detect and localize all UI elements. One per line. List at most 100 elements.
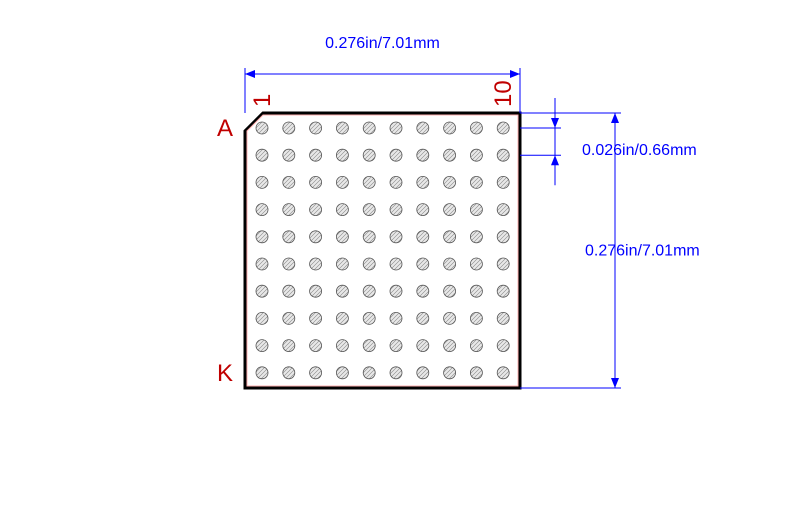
ball <box>310 258 322 270</box>
ball <box>283 204 295 216</box>
ball <box>336 149 348 161</box>
col-label-10: 10 <box>490 80 517 107</box>
ball <box>444 176 456 188</box>
ball <box>417 285 429 297</box>
ball <box>336 285 348 297</box>
ball <box>310 285 322 297</box>
ball <box>417 312 429 324</box>
ball <box>283 176 295 188</box>
ball <box>470 340 482 352</box>
ball <box>363 231 375 243</box>
ball <box>283 312 295 324</box>
ball <box>310 231 322 243</box>
ball <box>444 122 456 134</box>
ball <box>256 258 268 270</box>
ball <box>390 285 402 297</box>
ball <box>390 258 402 270</box>
ball <box>390 149 402 161</box>
row-labels: AK <box>217 115 233 387</box>
ball <box>283 231 295 243</box>
ball <box>363 312 375 324</box>
ball <box>444 231 456 243</box>
ball <box>470 149 482 161</box>
ball <box>390 340 402 352</box>
ball <box>444 149 456 161</box>
ball <box>283 258 295 270</box>
ball <box>256 367 268 379</box>
ball <box>497 312 509 324</box>
ball <box>336 367 348 379</box>
ball <box>363 176 375 188</box>
ball <box>310 122 322 134</box>
ball <box>283 149 295 161</box>
ball <box>497 231 509 243</box>
ball <box>363 258 375 270</box>
ball <box>444 367 456 379</box>
ball <box>417 258 429 270</box>
ball <box>283 367 295 379</box>
col-labels: 110 <box>249 80 517 107</box>
ball <box>256 312 268 324</box>
ball <box>310 149 322 161</box>
ball <box>444 340 456 352</box>
ball <box>336 340 348 352</box>
ball <box>444 312 456 324</box>
ball <box>363 340 375 352</box>
ball <box>283 340 295 352</box>
ball <box>470 312 482 324</box>
ball <box>363 285 375 297</box>
ball <box>283 122 295 134</box>
drawing-stage: AK 110 0.276in/7.01mm0.276in/7.01mm0.026… <box>0 0 800 511</box>
ball <box>444 258 456 270</box>
ball <box>444 204 456 216</box>
row-label-k: K <box>217 360 233 387</box>
dim-width-label: 0.276in/7.01mm <box>325 35 440 52</box>
ball <box>310 367 322 379</box>
ball <box>310 340 322 352</box>
ball <box>336 204 348 216</box>
ball <box>336 231 348 243</box>
ball <box>336 176 348 188</box>
ball <box>470 258 482 270</box>
ball <box>497 204 509 216</box>
ball <box>497 258 509 270</box>
ball <box>390 367 402 379</box>
ball <box>417 149 429 161</box>
ball <box>390 122 402 134</box>
ball <box>417 231 429 243</box>
ball <box>390 204 402 216</box>
ball <box>256 204 268 216</box>
ball <box>336 258 348 270</box>
ball <box>390 312 402 324</box>
ball <box>256 149 268 161</box>
ball <box>256 176 268 188</box>
ball <box>256 231 268 243</box>
ball <box>497 285 509 297</box>
ball <box>363 149 375 161</box>
ball <box>417 204 429 216</box>
ball <box>363 204 375 216</box>
ball <box>256 340 268 352</box>
ball <box>310 176 322 188</box>
ball <box>283 285 295 297</box>
ball <box>417 122 429 134</box>
ball <box>470 122 482 134</box>
ball <box>256 122 268 134</box>
ball <box>417 367 429 379</box>
ball <box>310 204 322 216</box>
ball <box>470 367 482 379</box>
ball <box>470 176 482 188</box>
dim-height-label: 0.276in/7.01mm <box>585 243 700 260</box>
ball <box>256 285 268 297</box>
ball <box>497 340 509 352</box>
ball <box>390 231 402 243</box>
ball <box>470 204 482 216</box>
ball <box>497 367 509 379</box>
ball <box>417 340 429 352</box>
ball <box>417 176 429 188</box>
ball <box>444 285 456 297</box>
ball <box>363 122 375 134</box>
ball <box>336 122 348 134</box>
ball <box>470 231 482 243</box>
ball <box>470 285 482 297</box>
